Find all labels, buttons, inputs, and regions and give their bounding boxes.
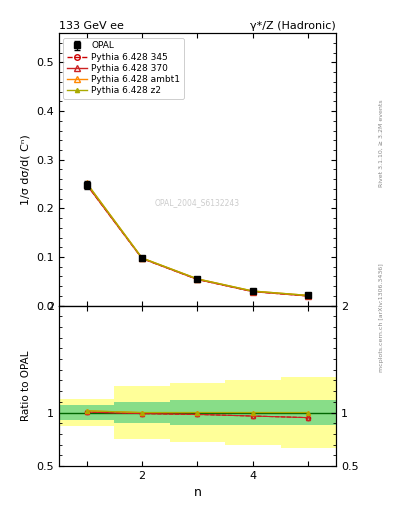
- Pythia 6.428 370: [251, 288, 255, 294]
- Pythia 6.428 345: [140, 255, 145, 262]
- Pythia 6.428 370: [195, 276, 200, 283]
- Text: γ*/Z (Hadronic): γ*/Z (Hadronic): [250, 21, 336, 31]
- Pythia 6.428 z2: [84, 180, 89, 186]
- Legend: OPAL, Pythia 6.428 345, Pythia 6.428 370, Pythia 6.428 ambt1, Pythia 6.428 z2: OPAL, Pythia 6.428 345, Pythia 6.428 370…: [63, 38, 184, 99]
- Pythia 6.428 345: [251, 288, 255, 294]
- Pythia 6.428 370: [140, 255, 145, 262]
- Pythia 6.428 z2: [306, 292, 310, 298]
- Pythia 6.428 ambt1: [195, 276, 200, 282]
- Pythia 6.428 ambt1: [140, 255, 145, 261]
- Line: Pythia 6.428 ambt1: Pythia 6.428 ambt1: [84, 180, 311, 298]
- X-axis label: n: n: [193, 486, 202, 499]
- Pythia 6.428 z2: [195, 276, 200, 282]
- Line: Pythia 6.428 370: Pythia 6.428 370: [84, 182, 311, 298]
- Y-axis label: 1/σ dσ/d( Cⁿ): 1/σ dσ/d( Cⁿ): [21, 134, 31, 205]
- Pythia 6.428 z2: [140, 255, 145, 261]
- Pythia 6.428 370: [84, 181, 89, 187]
- Pythia 6.428 345: [84, 181, 89, 187]
- Pythia 6.428 z2: [251, 288, 255, 294]
- Pythia 6.428 345: [195, 276, 200, 283]
- Pythia 6.428 ambt1: [251, 288, 255, 294]
- Line: Pythia 6.428 z2: Pythia 6.428 z2: [84, 181, 310, 297]
- Y-axis label: Ratio to OPAL: Ratio to OPAL: [21, 351, 31, 421]
- Line: Pythia 6.428 345: Pythia 6.428 345: [84, 182, 311, 298]
- Pythia 6.428 ambt1: [84, 180, 89, 186]
- Text: Rivet 3.1.10, ≥ 3.2M events: Rivet 3.1.10, ≥ 3.2M events: [379, 99, 384, 187]
- Pythia 6.428 345: [306, 293, 310, 299]
- Pythia 6.428 ambt1: [306, 292, 310, 298]
- Text: OPAL_2004_S6132243: OPAL_2004_S6132243: [155, 198, 240, 207]
- Text: mcplots.cern.ch [arXiv:1306.3436]: mcplots.cern.ch [arXiv:1306.3436]: [379, 263, 384, 372]
- Text: 133 GeV ee: 133 GeV ee: [59, 21, 124, 31]
- Pythia 6.428 370: [306, 293, 310, 299]
